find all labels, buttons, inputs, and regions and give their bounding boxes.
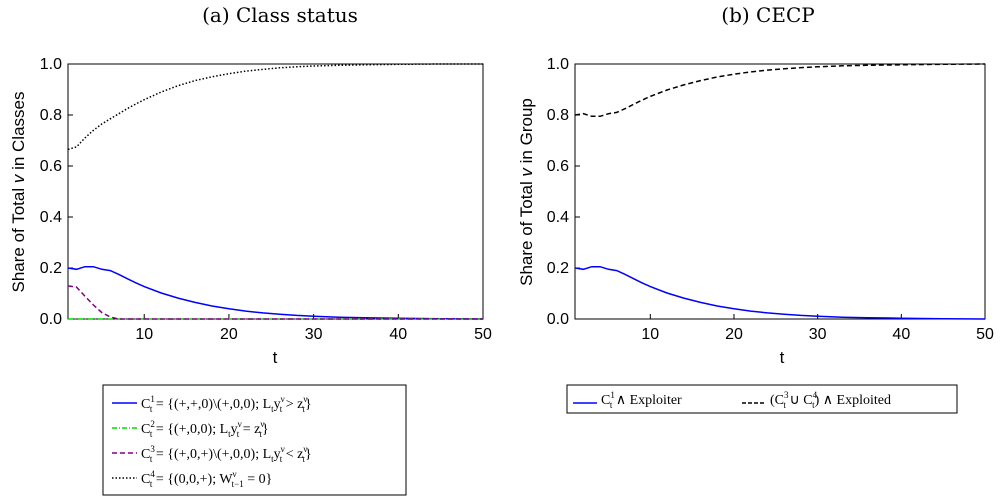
legend-a-label-c2: C2 t = {(+,0,0); Ltyν t = zν t} [141,419,269,439]
panel-a-series [67,63,484,320]
panel-a-xtick-label: 10 [135,326,153,343]
panel-b-series-line-1 [574,265,986,320]
panel-b-xtick-label: 30 [809,326,827,343]
panel-a-ytick-label: 0.0 [40,311,62,328]
panel-a-ytick-label: 0.4 [40,209,62,226]
panel-b-legend: C1 t ∧ Exploiter (C3 t ∪ C4 t) ∧ Exploited [566,384,958,414]
panel-a-legend-box [102,384,407,496]
panel-b-plot-frame [574,63,986,320]
panel-a-ytick-label: 0.2 [40,260,62,277]
panel-b-ytick-label: 0.6 [547,158,569,175]
panel-a-ylabel: Share of Total v in Classes [9,92,28,293]
panel-b-ytick-label: 0.8 [547,107,569,124]
panel-b-ytick-label: 1.0 [547,56,569,73]
legend-b-label-exploited: (C3 t ∪ C4 t) ∧ Exploited [770,390,891,410]
panel-b-xtick-label: 40 [892,326,910,343]
panel-b-ticks: 0.0 0.2 0.4 0.6 0.8 1.0 10 20 30 40 50 [547,56,994,343]
panel-b-xtick-label: 20 [725,326,743,343]
panel-b-legend-box [566,384,958,414]
panel-a-xtick-label: 50 [474,326,492,343]
panel-a-series-line-4 [67,63,483,151]
panel-a-ytick-label: 0.6 [40,158,62,175]
legend-a-label-c1: C1 t = {(+,+,0)\(+,0,0); Ltyν t > zν t} [141,394,312,414]
legend-a-label-c3: C3 t = {(+,0,+)\(+,0,0); Ltyν t < zν t} [141,444,312,464]
panel-a-xtick-label: 20 [220,326,238,343]
panel-b-ylabel: Share of Total v in Group [517,98,536,286]
panel-a-series-line-3 [67,285,483,320]
panel-b-ytick-label: 0.0 [547,311,569,328]
legend-b-label-exploiter: C1 t ∧ Exploiter [601,390,682,410]
panel-b-xtick-label: 50 [976,326,994,343]
panel-b-ytick-label: 0.4 [547,209,569,226]
panel-a-xlabel: t [273,348,278,367]
panel-a-title: (a) Class status [202,3,358,27]
panel-a-xtick-label: 40 [389,326,407,343]
panel-b: (b) CECP 0.00.20.40.60.81.010 20 30 40 50 t … [517,3,994,367]
legend-a-label-c4: C4 t = {(0,0,+); Wν t−1 = 0} [141,469,272,489]
panel-b-title: (b) CECP [721,3,814,27]
panel-a-xtick-label: 30 [305,326,323,343]
panel-b-series [574,63,986,320]
panel-b-series-line-2 [574,63,986,118]
panel-a-legend: C1 t = {(+,+,0)\(+,0,0); Ltyν t > zν t} C2 t… [102,384,407,496]
panel-a: (a) Class status 0.0 0.2 0.4 0.6 0.8 1.0 10 20 3… [9,3,492,367]
panel-a-series-line-1 [67,265,484,320]
panel-a-ytick-label: 1.0 [40,56,62,73]
panel-a-ytick-label: 0.8 [40,107,62,124]
panel-b-xlabel: t [780,348,785,367]
panel-a-ticks: 0.0 0.2 0.4 0.6 0.8 1.0 10 20 30 40 50 [40,56,492,343]
panel-b-ytick-label: 0.2 [547,260,569,277]
panel-b-xtick-label: 10 [641,326,659,343]
